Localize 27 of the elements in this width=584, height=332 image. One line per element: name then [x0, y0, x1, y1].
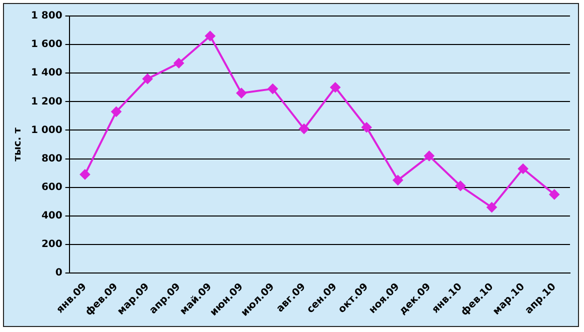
- point: [424, 150, 434, 161]
- point: [268, 84, 278, 94]
- y-axis-title: тыс. т: [12, 127, 24, 162]
- point: [299, 124, 310, 134]
- point: [518, 164, 528, 174]
- y-tick-label: 1 600: [30, 39, 62, 50]
- point: [205, 30, 216, 41]
- y-tick-label: 800: [41, 153, 62, 164]
- y-tick-label: 600: [41, 182, 62, 193]
- point: [362, 122, 372, 132]
- y-tick-label: 0: [55, 268, 62, 279]
- point: [80, 169, 90, 180]
- point: [392, 175, 403, 186]
- y-tick-label: 400: [41, 210, 62, 222]
- point: [455, 180, 466, 191]
- point: [236, 88, 246, 98]
- point: [486, 202, 497, 212]
- point: [174, 58, 184, 68]
- y-tick-label: 200: [41, 239, 62, 250]
- y-tick-label: 1 400: [30, 68, 62, 79]
- point: [549, 189, 560, 200]
- point: [111, 106, 122, 117]
- y-tick-label: 1 000: [30, 124, 62, 136]
- y-tick-label: 1 200: [30, 96, 62, 108]
- y-tick-label: 1 800: [30, 10, 62, 22]
- point: [142, 74, 153, 84]
- point: [330, 82, 340, 92]
